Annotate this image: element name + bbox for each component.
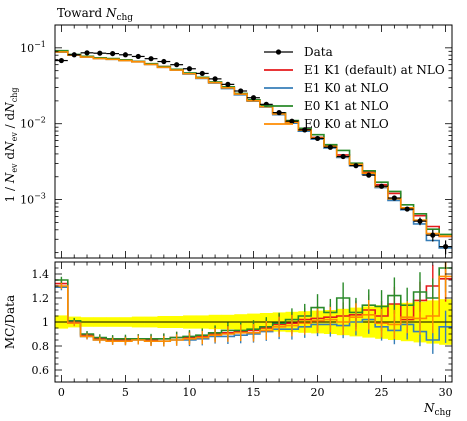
legend-item-e0-k0-at-nlo: E0 K0 at NLO — [264, 117, 389, 131]
series-e1-k0-at-nlo — [55, 51, 452, 249]
data-point — [161, 58, 167, 65]
legend-label: Data — [304, 45, 333, 59]
chart-title: Toward Nchg — [57, 6, 133, 23]
data-point — [302, 127, 308, 133]
top-panel: 10−1 10−2 10−3 — [20, 24, 453, 259]
legend-label: E0 K1 at NLO — [304, 99, 389, 113]
data-point — [97, 50, 103, 56]
series-e0-k1-at-nlo — [55, 49, 452, 236]
x-tick-label: 30 — [439, 386, 453, 399]
y-tick-label: 0.6 — [32, 364, 50, 377]
series-line — [55, 51, 452, 237]
y-tick-label: 10−1 — [20, 40, 46, 55]
data-point — [340, 153, 346, 160]
data-point — [58, 57, 65, 64]
data-point — [122, 52, 129, 58]
x-tick-label: 0 — [58, 386, 65, 399]
data-point — [289, 118, 295, 124]
x-tick-label: 20 — [311, 386, 325, 399]
series-data — [55, 50, 452, 255]
data-point — [225, 81, 231, 87]
data-point — [174, 62, 180, 68]
legend-marker — [275, 49, 282, 55]
legend-item-e1-k0-at-nlo: E1 K0 at NLO — [264, 81, 389, 95]
series-line — [55, 50, 452, 238]
data-point — [212, 76, 218, 82]
data-point — [84, 50, 90, 56]
data-point — [71, 52, 77, 58]
data-point — [391, 195, 397, 201]
x-tick-label: 25 — [375, 386, 389, 399]
data-point — [442, 244, 449, 250]
data-point — [110, 50, 116, 57]
data-point — [199, 70, 205, 77]
data-point — [327, 144, 333, 150]
data-point — [417, 218, 423, 224]
legend: Data E1 K1 (default) at NLO E1 K0 at NLO E0… — [264, 45, 445, 131]
ratio-panel: 0 5 10 15 20 25 30 0.6 0.8 1 1.2 1.4 — [32, 261, 453, 399]
series-e0-k0-at-nlo — [55, 51, 452, 237]
y-tick-label: 10−2 — [20, 116, 46, 131]
ratio-line — [55, 275, 452, 342]
x-tick-label: 10 — [182, 386, 196, 399]
bottom-y-axis-label: MC/Data — [3, 295, 17, 349]
legend-label: E1 K0 at NLO — [304, 81, 389, 95]
x-tick-label: 5 — [122, 386, 129, 399]
data-point — [378, 183, 385, 189]
data-point — [276, 110, 282, 116]
legend-item-e0-k1-at-nlo: E0 K1 at NLO — [264, 99, 389, 113]
legend-label: E1 K1 (default) at NLO — [304, 63, 445, 77]
data-point — [366, 172, 372, 178]
data-point — [135, 53, 141, 60]
legend-label: E0 K0 at NLO — [304, 117, 389, 131]
series-line — [55, 49, 452, 236]
data-point — [353, 163, 359, 169]
data-point — [186, 66, 193, 72]
y-tick-label: 10−3 — [20, 192, 46, 207]
y-tick-label: 1.4 — [32, 268, 50, 281]
top-y-axis-label: 1 / Nev dNev / dNchg — [3, 88, 19, 203]
series-e1-k1-default-at-nlo — [55, 50, 452, 238]
data-point — [250, 95, 257, 101]
data-point — [404, 206, 410, 212]
y-tick-label: 1 — [42, 316, 49, 329]
y-tick-label: 0.8 — [32, 340, 50, 353]
data-point — [148, 56, 154, 62]
legend-item-e1-k1-default-at-nlo: E1 K1 (default) at NLO — [264, 63, 445, 77]
legend-item-data: Data — [264, 45, 333, 59]
x-axis-label: Nchg — [423, 401, 451, 418]
data-point — [430, 232, 436, 238]
x-tick-label: 15 — [247, 386, 261, 399]
ratio-e0-k0-at-nlo — [55, 262, 452, 347]
data-point — [238, 88, 244, 94]
y-tick-label: 1.2 — [32, 292, 50, 305]
series-line — [55, 51, 452, 249]
data-point — [314, 135, 321, 142]
